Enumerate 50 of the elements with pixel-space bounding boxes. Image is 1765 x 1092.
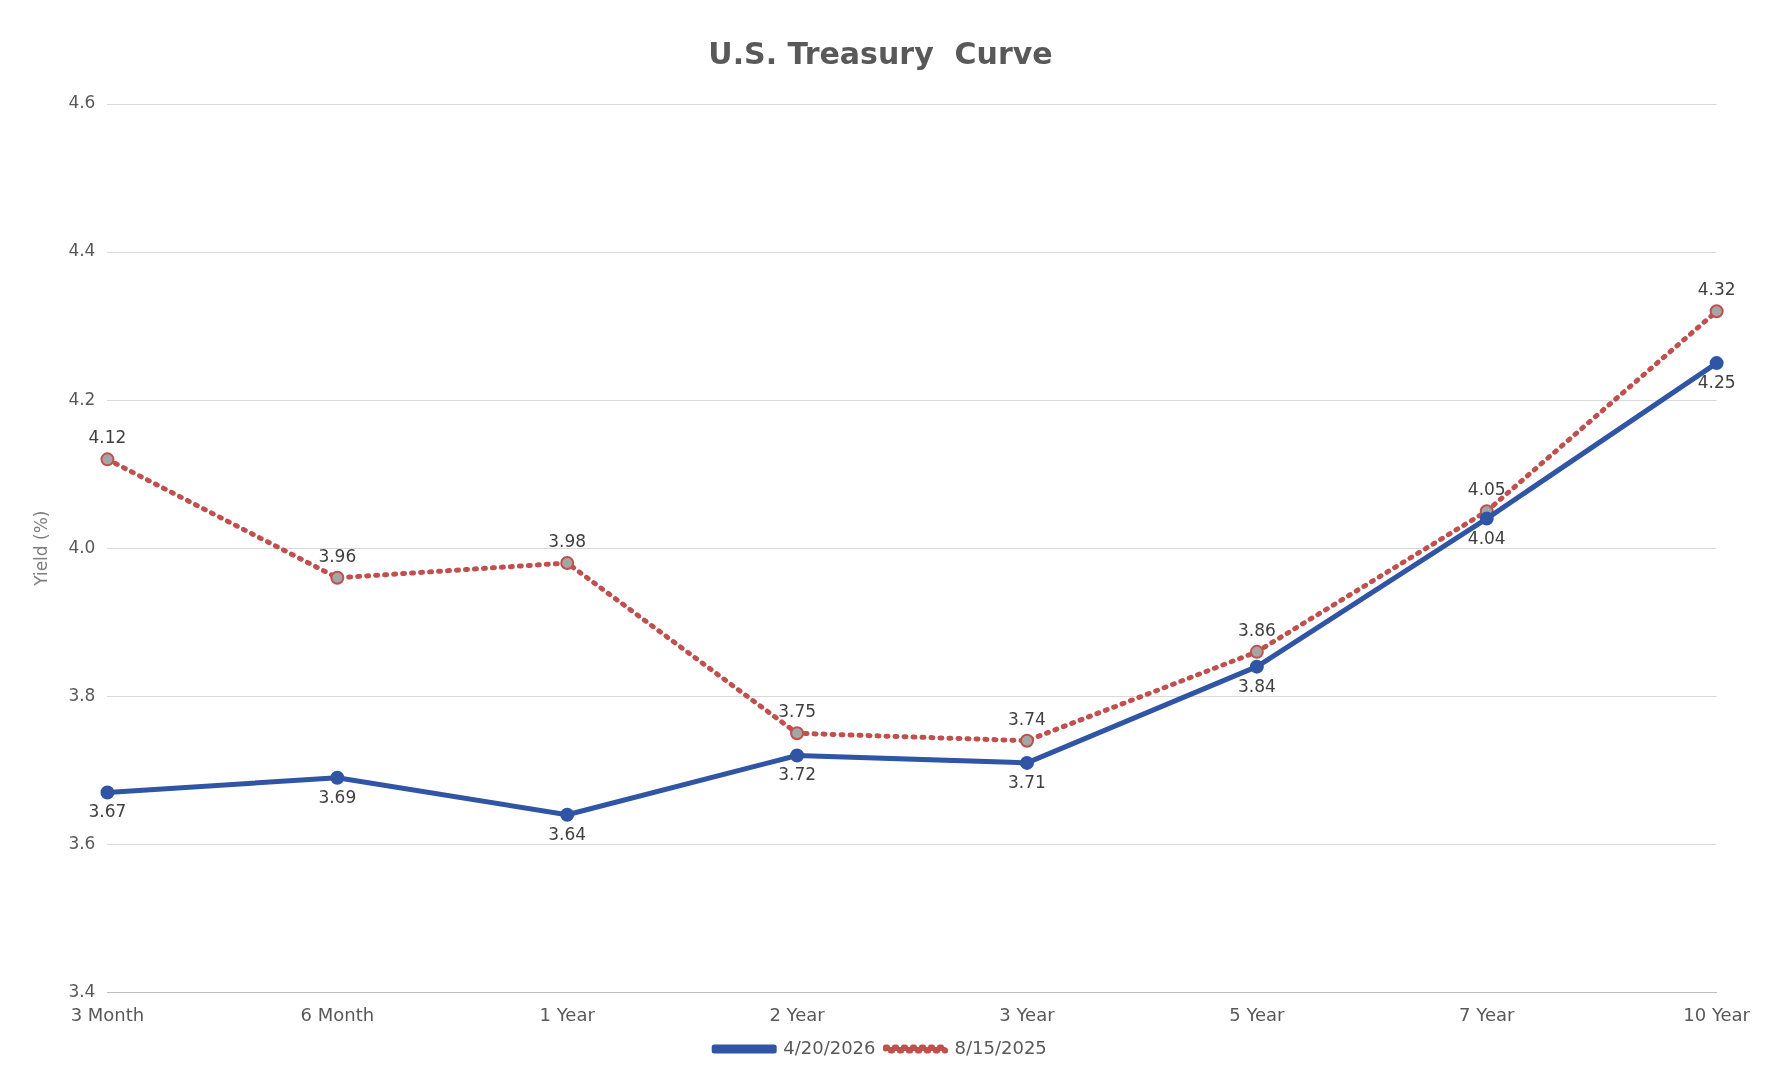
point <box>100 452 115 467</box>
x-tick-label: 1 Year <box>539 1003 596 1025</box>
data-label: 4.12 <box>88 427 127 448</box>
data-label: 3.84 <box>1237 675 1276 696</box>
point <box>560 807 575 822</box>
data-label: 3.74 <box>1008 708 1046 729</box>
y-tick-label: 3.6 <box>68 832 96 853</box>
point <box>100 785 115 800</box>
data-label: 3.96 <box>318 545 357 566</box>
point <box>1249 644 1264 659</box>
y-tick-label: 4.4 <box>68 240 96 261</box>
y-tick-label: 4.0 <box>68 536 96 557</box>
data-label: 4.32 <box>1697 279 1736 300</box>
data-label: 3.64 <box>548 823 587 844</box>
x-tick-label: 3 Year <box>999 1003 1056 1025</box>
point <box>1479 511 1494 526</box>
point <box>790 726 805 741</box>
data-label: 3.69 <box>318 786 357 807</box>
point <box>1019 733 1034 748</box>
x-tick-label: 3 Month <box>70 1003 145 1025</box>
x-tick-label: 2 Year <box>769 1003 826 1025</box>
y-tick-label: 3.8 <box>68 684 96 705</box>
point <box>1709 304 1724 319</box>
data-label: 4.04 <box>1467 527 1506 548</box>
x-tick-label: 6 Month <box>300 1003 375 1025</box>
point <box>1019 755 1034 770</box>
data-label: 3.86 <box>1237 619 1276 640</box>
x-tick-label: 5 Year <box>1229 1003 1286 1025</box>
data-label: 3.98 <box>548 530 587 551</box>
legend-label: 8/15/2025 <box>954 1036 1047 1058</box>
y-axis-title: Yield (%) <box>30 510 51 587</box>
point <box>1709 356 1724 371</box>
point <box>560 556 575 571</box>
point <box>1249 659 1264 674</box>
legend-label: 4/20/2026 <box>783 1036 876 1058</box>
data-label: 4.05 <box>1467 479 1506 500</box>
data-label: 4.25 <box>1697 372 1736 393</box>
data-label: 3.75 <box>778 701 817 722</box>
y-tick-label: 3.4 <box>68 980 96 1001</box>
x-tick-label: 7 Year <box>1459 1003 1515 1025</box>
point <box>790 748 805 763</box>
point <box>330 770 345 785</box>
chart-title: U.S. Treasury Curve <box>708 35 1053 71</box>
data-label: 3.67 <box>88 801 127 822</box>
data-label: 3.71 <box>1008 771 1046 792</box>
point <box>330 570 345 585</box>
y-tick-label: 4.6 <box>68 92 96 113</box>
data-label: 3.72 <box>778 764 817 785</box>
y-tick-label: 4.2 <box>68 388 96 409</box>
x-tick-label: 10 Year <box>1683 1003 1751 1025</box>
